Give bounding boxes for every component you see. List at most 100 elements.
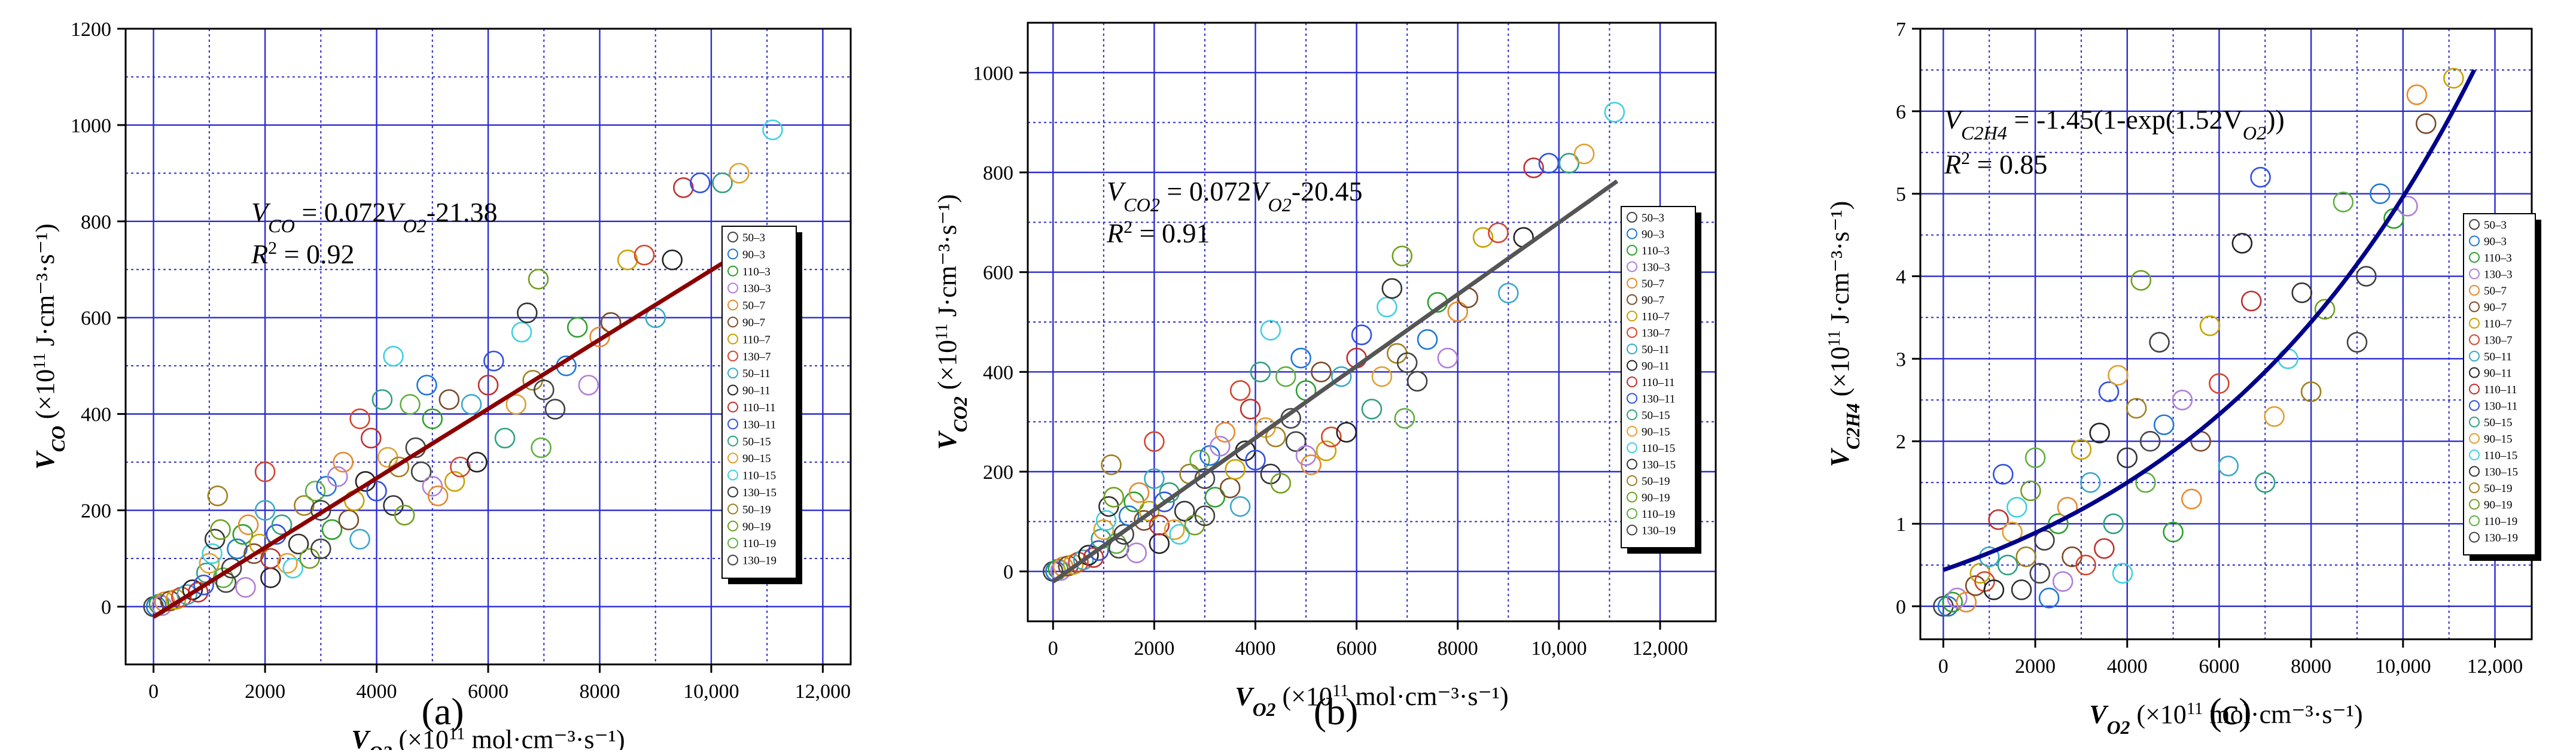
x-axis-label: VO2 (×1011 mol·cm⁻³·s⁻¹) (2089, 700, 2362, 738)
legend-marker (1627, 294, 1637, 305)
x-tick-label: 8000 (579, 681, 620, 703)
data-point (1947, 587, 1968, 609)
data-point (2218, 456, 2239, 476)
data-point (2153, 414, 2175, 435)
data-point (2080, 472, 2101, 493)
data-point (416, 375, 437, 396)
data-point (467, 451, 488, 473)
x-tick-label: 10,000 (1531, 637, 1587, 660)
data-point (483, 350, 504, 372)
data-point (207, 485, 229, 506)
legend-label: 50–15 (1642, 409, 1670, 422)
data-point (544, 399, 566, 420)
fit-line (1052, 179, 1619, 584)
data-point (1321, 426, 1342, 448)
data-point (1290, 347, 1311, 369)
legend-label: 90–7 (2484, 302, 2507, 314)
legend-marker (2469, 532, 2480, 543)
data-point (1149, 514, 1170, 536)
x-tick-label: 8000 (2291, 655, 2331, 678)
y-tick-label: 0 (1896, 596, 1906, 618)
legend-marker (727, 402, 738, 412)
legend-marker (2469, 318, 2480, 329)
legend-label: 110–3 (742, 266, 771, 278)
legend-label: 50–3 (2484, 219, 2507, 232)
legend-label: 50–11 (742, 368, 771, 380)
legend-label: 130–11 (742, 418, 776, 431)
x-tick-label: 2000 (1134, 637, 1174, 660)
data-point (204, 529, 226, 550)
legend-marker (1627, 327, 1637, 338)
legend-label: 130–15 (1642, 459, 1676, 472)
data-point (349, 529, 370, 550)
legend-label: 130–7 (742, 351, 771, 363)
data-point (400, 394, 421, 415)
data-point (2098, 381, 2120, 402)
y-tick-label: 200 (81, 500, 111, 523)
data-point (2052, 571, 2073, 592)
data-point (388, 456, 410, 478)
data-point (2070, 439, 2092, 460)
data-point (305, 481, 326, 502)
y-tick-label: 1000 (71, 115, 111, 137)
fit-equation: VCO2 = 0.072VO2-20.45 (1107, 176, 1363, 215)
data-point (439, 389, 460, 410)
x-tick-label: 4000 (357, 681, 397, 703)
data-point (1144, 431, 1165, 452)
legend-marker (727, 333, 738, 345)
data-point (377, 447, 398, 468)
legend: 50–3 90–3 110–3 130–3 50–7 90–7 110–7 130–7 50–1… (1621, 206, 1701, 554)
data-point (2094, 538, 2115, 559)
data-point (1361, 399, 1383, 420)
x-tick-label: 12,000 (1632, 637, 1688, 660)
data-point (2048, 513, 2069, 535)
x-tick-label: 12,000 (795, 681, 851, 703)
data-point (1093, 519, 1115, 541)
data-point (1417, 329, 1438, 350)
data-point (1942, 591, 1963, 613)
data-point (1988, 509, 2009, 530)
legend-label: 90–11 (742, 385, 771, 397)
data-point (1214, 421, 1236, 443)
data-point (2103, 513, 2124, 535)
data-point (2075, 554, 2096, 576)
legend-label: 90–7 (742, 317, 765, 329)
data-point (2231, 233, 2253, 254)
data-point (450, 456, 471, 478)
data-point (1245, 450, 1266, 470)
data-point (1394, 408, 1415, 429)
legend-label: 50–15 (2484, 417, 2513, 429)
x-tick-label: 8000 (1438, 637, 1478, 660)
data-point (1240, 399, 1261, 420)
data-point (1126, 542, 1147, 563)
data-point (1391, 245, 1413, 266)
data-point (533, 379, 555, 400)
data-point (1088, 540, 1109, 561)
data-point (1371, 366, 1393, 387)
data-point (243, 543, 264, 564)
data-point (2006, 497, 2027, 518)
data-point (321, 519, 343, 541)
data-point (1194, 505, 1216, 526)
data-point (288, 533, 309, 555)
data-point (2011, 579, 2032, 600)
plot-frame (1027, 22, 1717, 623)
data-point (1101, 454, 1122, 475)
legend-marker (2469, 351, 2480, 362)
data-point (1993, 464, 2014, 485)
data-point (1285, 431, 1307, 452)
legend-label: 90–7 (1642, 294, 1664, 307)
data-point (1538, 153, 1560, 174)
legend-marker (727, 453, 738, 464)
data-point (1316, 440, 1337, 461)
data-point (2346, 332, 2368, 353)
legend-marker (727, 384, 738, 396)
y-tick-label: 2 (1896, 431, 1906, 453)
data-point (2199, 315, 2221, 336)
legend-marker (2469, 450, 2480, 460)
data-point (2130, 270, 2152, 291)
legend-marker (2469, 268, 2480, 280)
legend-marker (727, 418, 738, 430)
data-point (199, 552, 220, 574)
legend-label: 130–19 (742, 555, 777, 567)
